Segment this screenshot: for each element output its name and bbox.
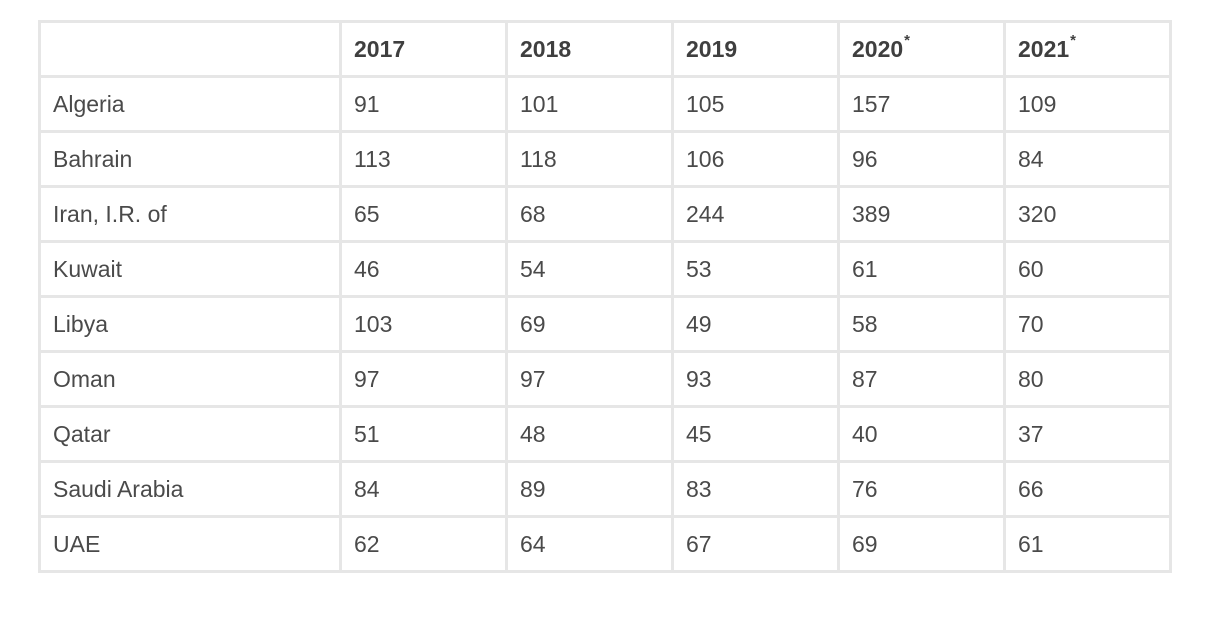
value-cell: 48 <box>505 405 674 463</box>
table-row: Iran, I.R. of 65 68 244 389 320 <box>38 185 1172 243</box>
header-cell-year: 2020* <box>837 20 1006 78</box>
value-cell: 64 <box>505 515 674 573</box>
value-cell: 96 <box>837 130 1006 188</box>
value-cell: 105 <box>671 75 840 133</box>
table-header-row: 2017 2018 2019 2020* 2021* <box>38 20 1172 78</box>
value-cell: 53 <box>671 240 840 298</box>
value-cell: 62 <box>339 515 508 573</box>
table-body: Algeria 91 101 105 157 109 Bahrain 113 118 106 96 8… <box>38 75 1172 573</box>
value-cell: 40 <box>837 405 1006 463</box>
value-cell: 157 <box>837 75 1006 133</box>
value-cell: 91 <box>339 75 508 133</box>
table-row: Bahrain 113 118 106 96 84 <box>38 130 1172 188</box>
table-row: Kuwait 46 54 53 61 60 <box>38 240 1172 298</box>
footnote-marker: * <box>904 31 911 49</box>
value-cell: 51 <box>339 405 508 463</box>
table-row: Algeria 91 101 105 157 109 <box>38 75 1172 133</box>
value-cell: 70 <box>1003 295 1172 353</box>
value-cell: 49 <box>671 295 840 353</box>
value-cell: 46 <box>339 240 508 298</box>
value-cell: 389 <box>837 185 1006 243</box>
country-cell: Kuwait <box>38 240 342 298</box>
country-cell: Algeria <box>38 75 342 133</box>
header-cell-year: 2019 <box>671 20 840 78</box>
header-cell-year: 2018 <box>505 20 674 78</box>
value-cell: 69 <box>505 295 674 353</box>
header-cell-year: 2017 <box>339 20 508 78</box>
value-cell: 45 <box>671 405 840 463</box>
table-row: Libya 103 69 49 58 70 <box>38 295 1172 353</box>
value-cell: 61 <box>1003 515 1172 573</box>
country-cell: UAE <box>38 515 342 573</box>
value-cell: 54 <box>505 240 674 298</box>
value-cell: 76 <box>837 460 1006 518</box>
value-cell: 65 <box>339 185 508 243</box>
value-cell: 83 <box>671 460 840 518</box>
country-cell: Libya <box>38 295 342 353</box>
country-cell: Qatar <box>38 405 342 463</box>
table-row: Qatar 51 48 45 40 37 <box>38 405 1172 463</box>
value-cell: 93 <box>671 350 840 408</box>
table-row: UAE 62 64 67 69 61 <box>38 515 1172 573</box>
value-cell: 106 <box>671 130 840 188</box>
header-cell-year: 2021* <box>1003 20 1172 78</box>
value-cell: 118 <box>505 130 674 188</box>
value-cell: 84 <box>1003 130 1172 188</box>
value-cell: 80 <box>1003 350 1172 408</box>
data-table: 2017 2018 2019 2020* 2021* Algeria 91 101 1… <box>38 20 1172 573</box>
value-cell: 87 <box>837 350 1006 408</box>
value-cell: 97 <box>505 350 674 408</box>
table-row: Oman 97 97 93 87 80 <box>38 350 1172 408</box>
value-cell: 58 <box>837 295 1006 353</box>
value-cell: 109 <box>1003 75 1172 133</box>
country-cell: Iran, I.R. of <box>38 185 342 243</box>
value-cell: 320 <box>1003 185 1172 243</box>
value-cell: 84 <box>339 460 508 518</box>
value-cell: 103 <box>339 295 508 353</box>
value-cell: 97 <box>339 350 508 408</box>
country-cell: Bahrain <box>38 130 342 188</box>
data-table-container: 2017 2018 2019 2020* 2021* Algeria 91 101 1… <box>38 20 1172 573</box>
value-cell: 244 <box>671 185 840 243</box>
header-cell-country <box>38 20 342 78</box>
value-cell: 67 <box>671 515 840 573</box>
country-cell: Saudi Arabia <box>38 460 342 518</box>
footnote-marker: * <box>1070 31 1077 49</box>
value-cell: 61 <box>837 240 1006 298</box>
value-cell: 101 <box>505 75 674 133</box>
value-cell: 113 <box>339 130 508 188</box>
value-cell: 69 <box>837 515 1006 573</box>
country-cell: Oman <box>38 350 342 408</box>
value-cell: 66 <box>1003 460 1172 518</box>
value-cell: 89 <box>505 460 674 518</box>
value-cell: 60 <box>1003 240 1172 298</box>
value-cell: 68 <box>505 185 674 243</box>
table-row: Saudi Arabia 84 89 83 76 66 <box>38 460 1172 518</box>
value-cell: 37 <box>1003 405 1172 463</box>
